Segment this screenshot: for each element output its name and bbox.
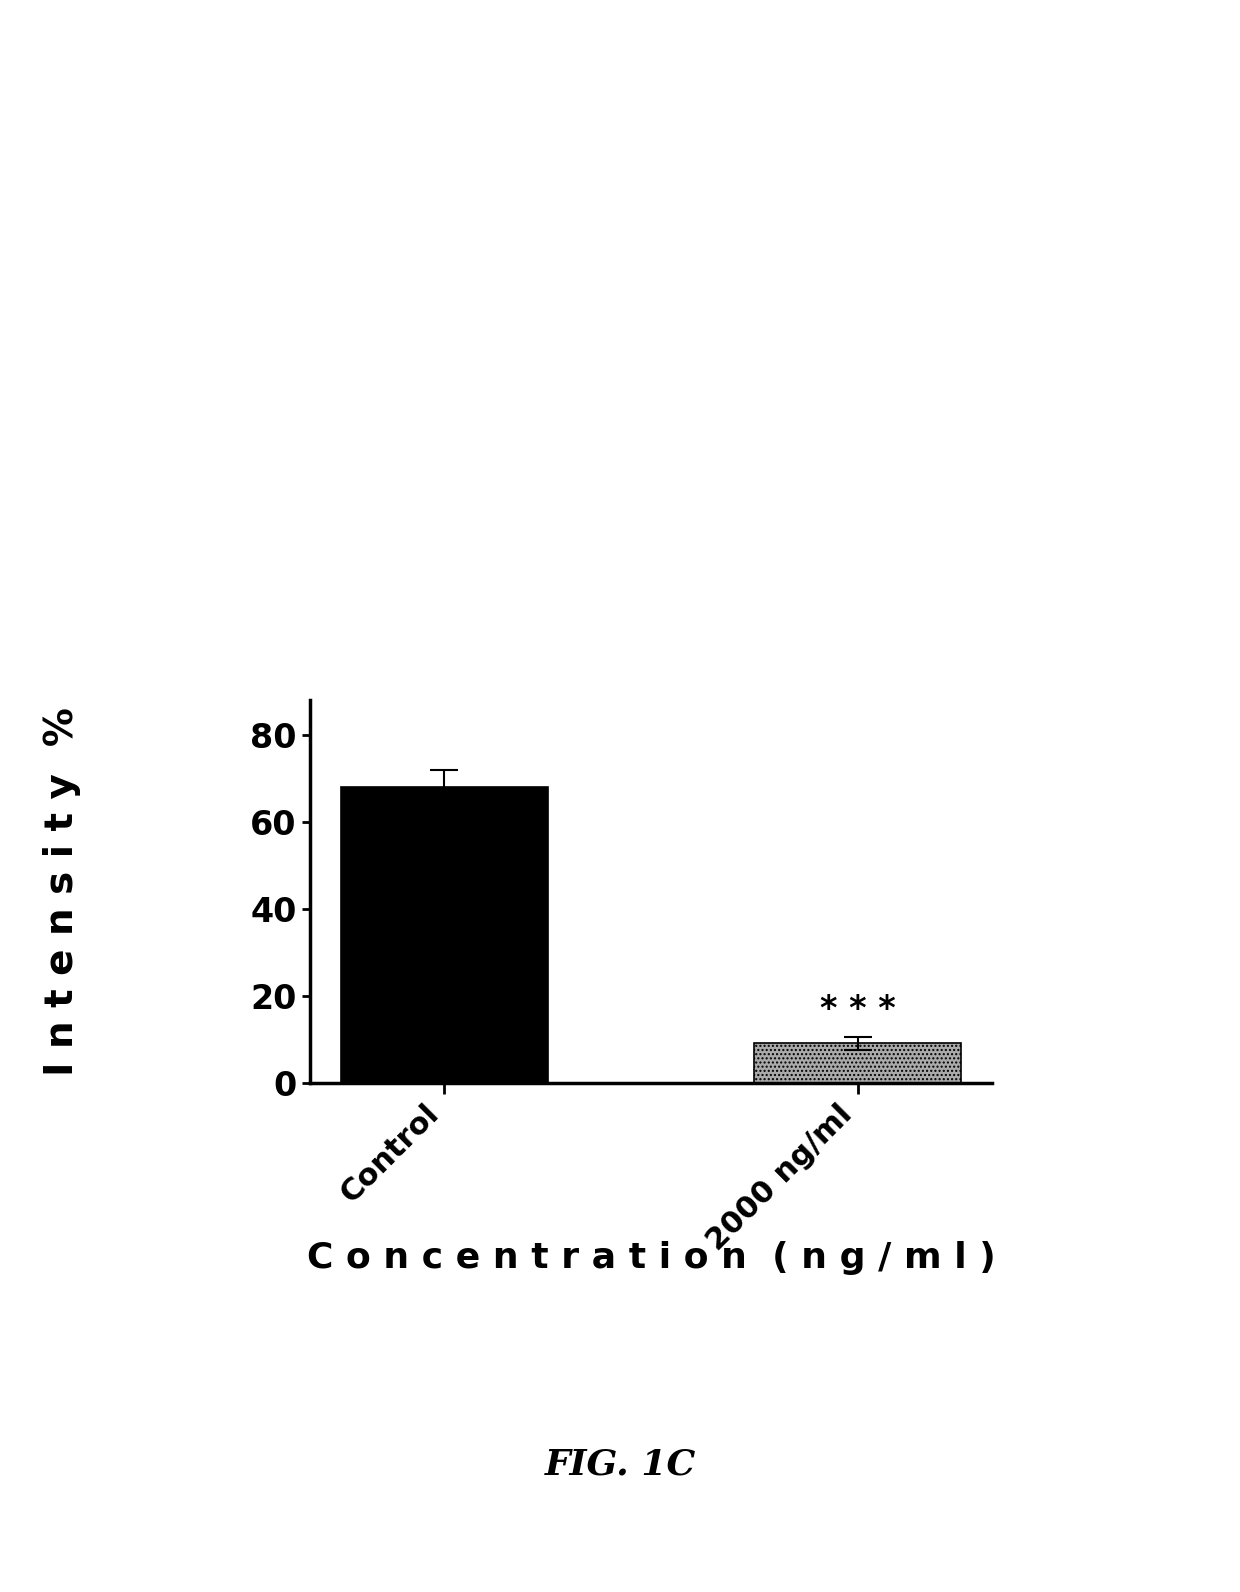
Text: FIG. 1C: FIG. 1C [544, 1447, 696, 1482]
Bar [341, 788, 548, 1083]
Text: * * *: * * * [820, 993, 895, 1027]
Text: C o n c e n t r a t i o n  ( n g / m l ): C o n c e n t r a t i o n ( n g / m l ) [306, 1240, 996, 1275]
Bar [754, 1043, 961, 1083]
Text: I n t e n s i t y  %: I n t e n s i t y % [43, 707, 81, 1076]
